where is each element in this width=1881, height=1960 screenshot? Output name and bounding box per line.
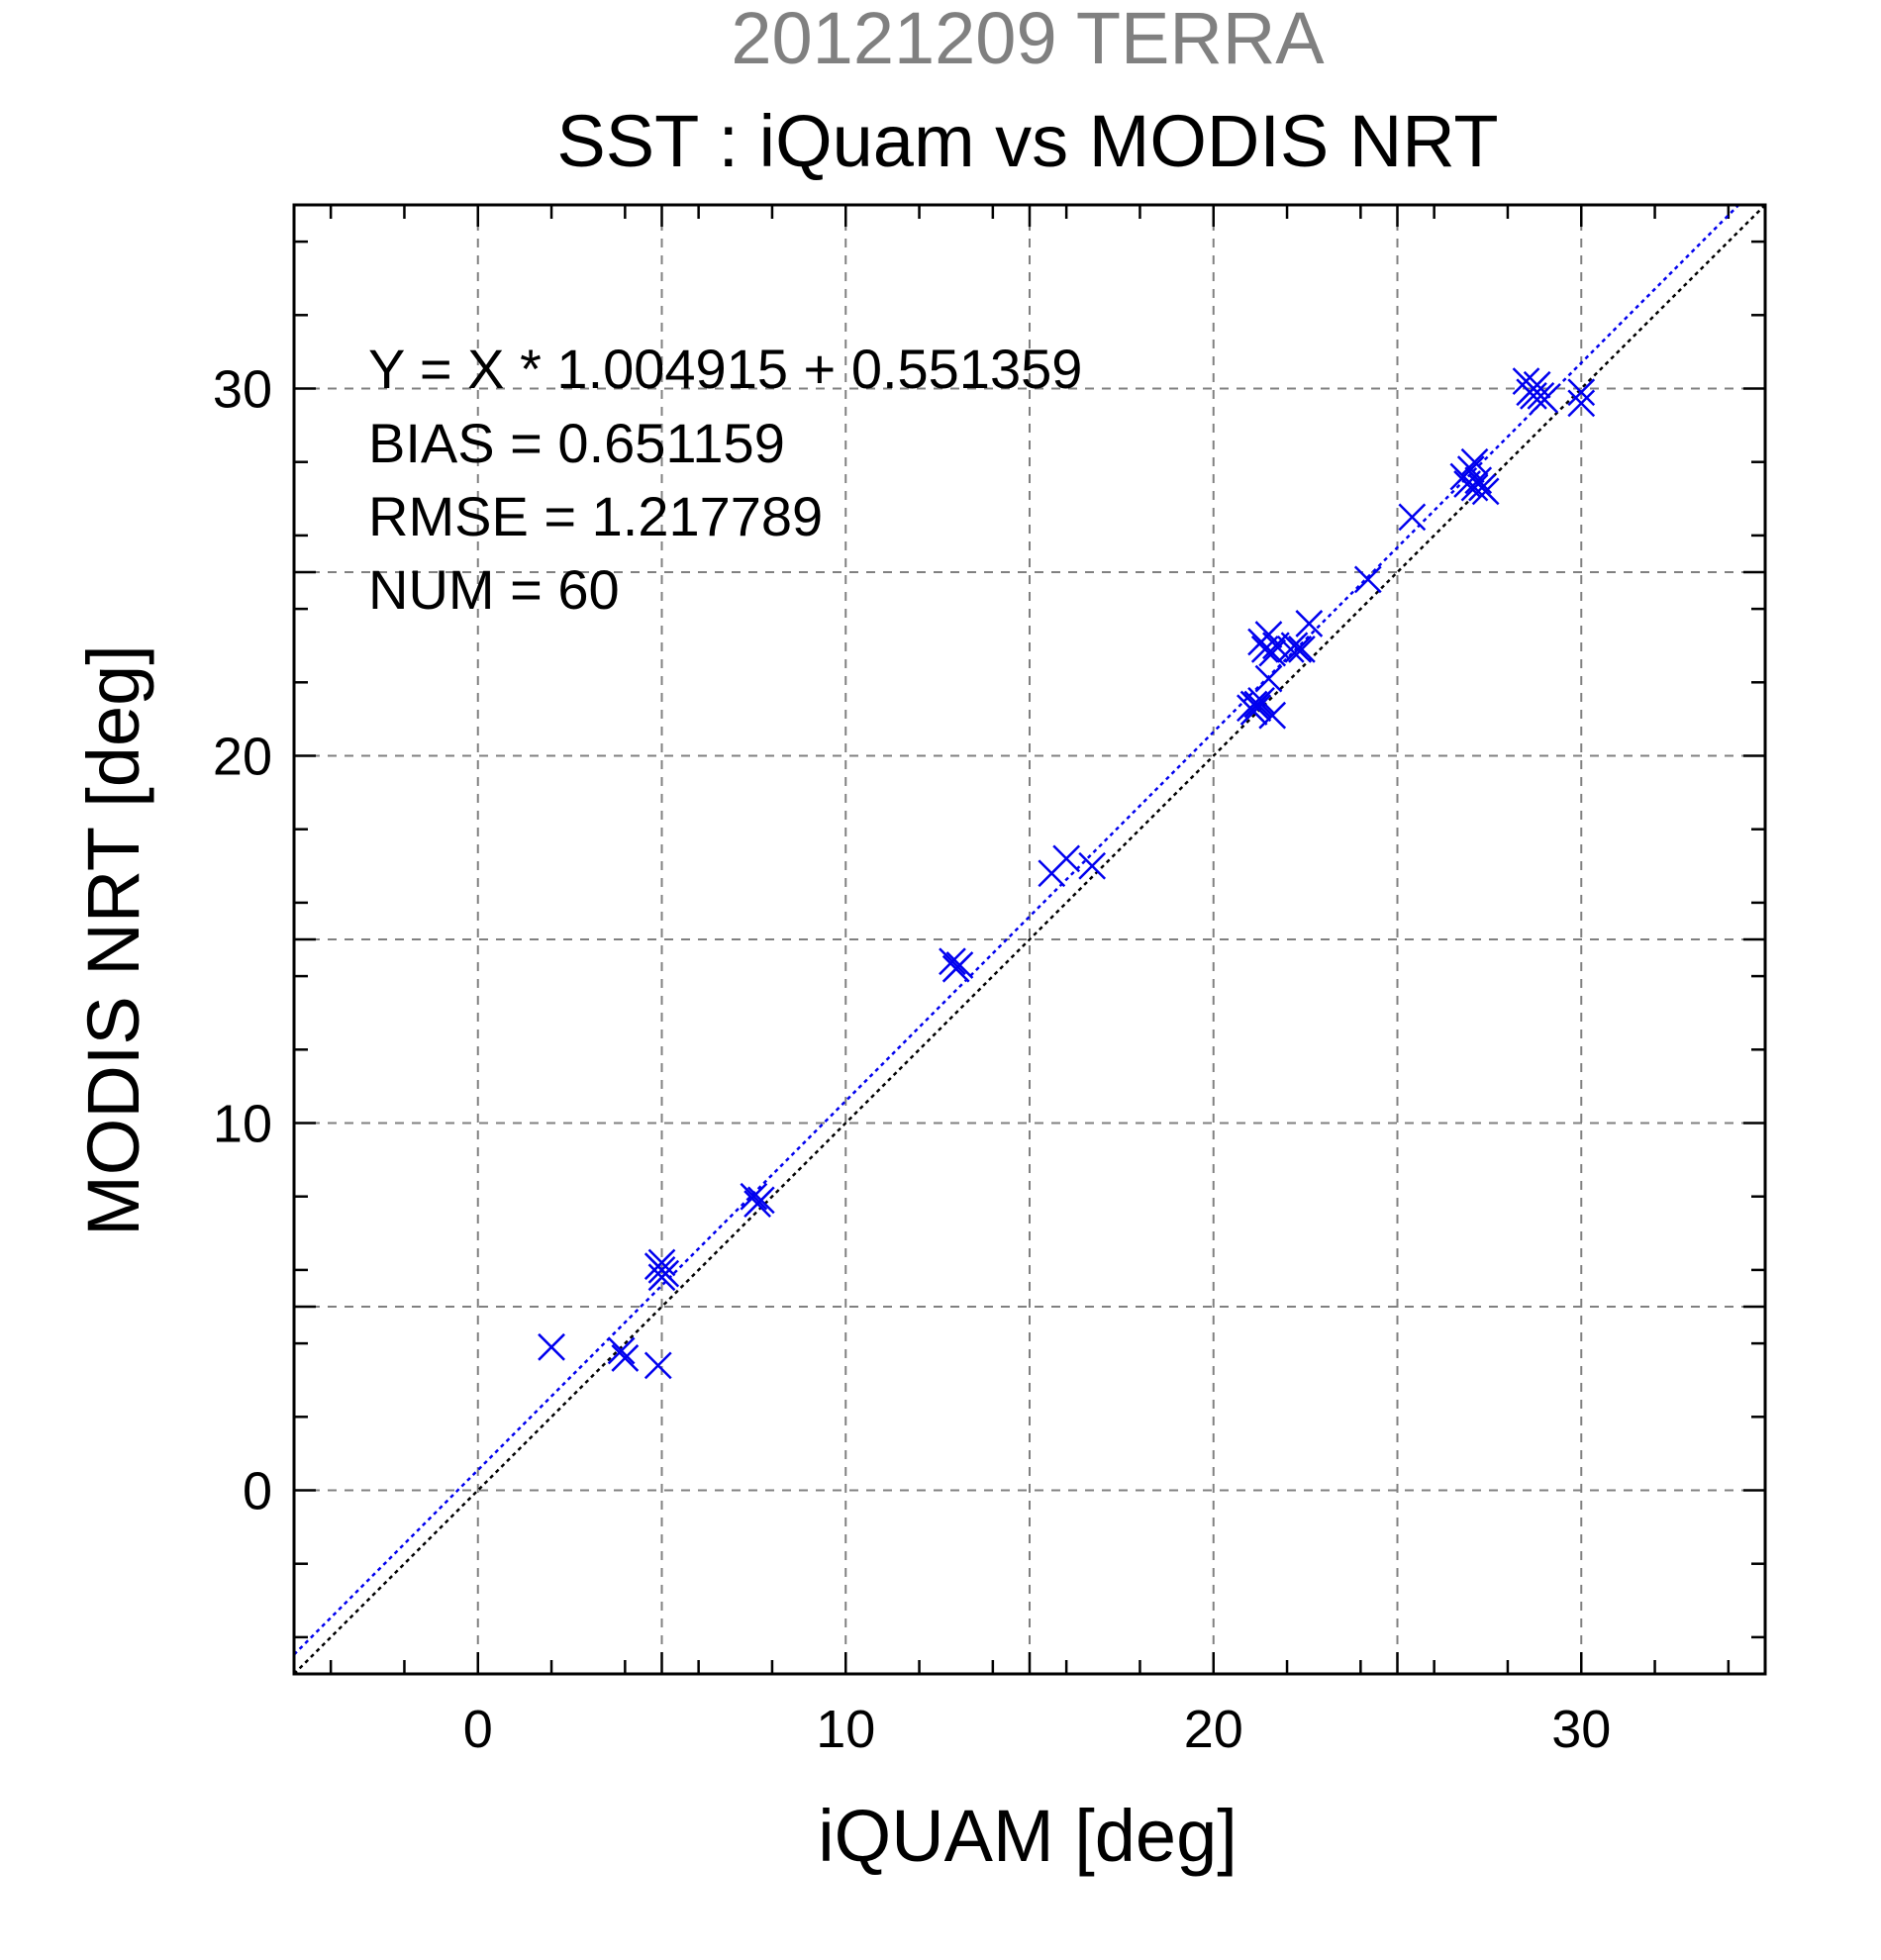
- data-point-marker: [945, 951, 974, 979]
- data-point-marker: [1567, 389, 1596, 418]
- data-point-marker: [1398, 503, 1427, 532]
- data-point-marker: [1254, 664, 1283, 693]
- regression-fit-line: [293, 204, 1740, 1656]
- data-point-marker: [1353, 565, 1382, 594]
- data-point-marker: [611, 1344, 640, 1372]
- data-point-marker: [538, 1332, 565, 1361]
- rmse-text: RMSE = 1.217789: [368, 485, 823, 547]
- data-point-marker: [647, 1248, 676, 1277]
- reference-line-1to1: [293, 204, 1766, 1675]
- data-point-marker: [1258, 701, 1287, 730]
- data-point-marker: [1295, 610, 1324, 637]
- data-point-marker: [1078, 851, 1107, 880]
- y-tick-label: 10: [213, 1095, 272, 1154]
- data-point-marker: [740, 1182, 768, 1211]
- data-point-marker: [1523, 370, 1551, 399]
- stats-annotations: Y = X * 1.004915 + 0.551359 BIAS = 0.651…: [368, 338, 1082, 621]
- data-point-marker: [1288, 636, 1316, 663]
- data-point-marker: [1460, 473, 1489, 502]
- data-point-marker: [647, 1263, 676, 1292]
- tick-labels: 0 10 20 30 0 10 20 30: [213, 360, 1611, 1760]
- data-point-marker: [1052, 844, 1081, 873]
- y-tick-label: 0: [243, 1462, 272, 1521]
- fit-equation-text: Y = X * 1.004915 + 0.551359: [368, 338, 1082, 400]
- data-point-marker: [1258, 638, 1287, 667]
- num-text: NUM = 60: [368, 558, 620, 621]
- y-tick-label: 20: [213, 728, 272, 787]
- bias-text: BIAS = 0.651159: [368, 412, 785, 474]
- data-point-marker: [1243, 690, 1272, 719]
- data-point-marker: [1567, 378, 1596, 407]
- data-point-marker: [1284, 636, 1313, 663]
- fit-line-layer: [293, 204, 1740, 1656]
- data-point-marker: [1460, 447, 1489, 476]
- minor-ticks: [292, 203, 1767, 1676]
- x-tick-label: 20: [1184, 1700, 1243, 1759]
- plot-area-frame: [292, 203, 1767, 1676]
- data-point-marker: [746, 1186, 775, 1215]
- data-point-marker: [1243, 694, 1272, 723]
- data-point-marker: [1531, 385, 1558, 414]
- data-point-marker: [1520, 382, 1547, 410]
- y-tick-label: 30: [213, 360, 272, 420]
- data-points: [538, 367, 1596, 1380]
- data-point-marker: [939, 947, 966, 976]
- reference-line-layer: [293, 204, 1766, 1675]
- data-point-marker: [1471, 477, 1500, 506]
- chart-supertitle: 20121209 TERRA: [731, 0, 1325, 79]
- data-point-marker: [644, 1351, 672, 1380]
- data-point-marker: [607, 1336, 636, 1365]
- chart-title: SST : iQuam vs MODIS NRT: [556, 100, 1498, 182]
- y-axis-label: MODIS NRT [deg]: [72, 644, 154, 1236]
- x-tick-label: 30: [1551, 1700, 1611, 1759]
- x-tick-label: 0: [463, 1700, 493, 1759]
- x-axis-label: iQUAM [deg]: [818, 1795, 1238, 1877]
- x-tick-label: 10: [816, 1700, 875, 1759]
